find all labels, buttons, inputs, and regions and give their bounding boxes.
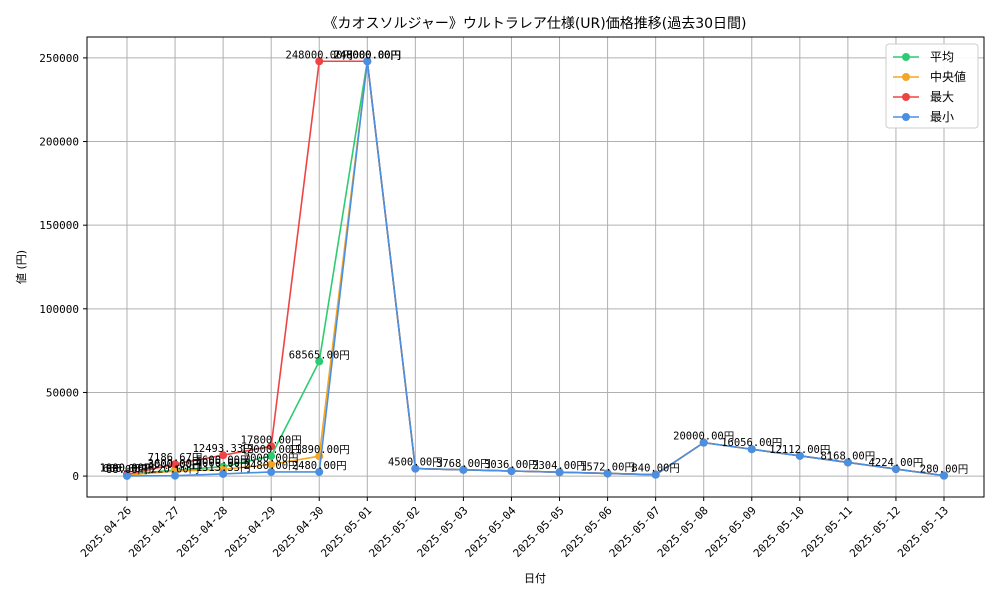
- data-label: 3600.00円: [148, 458, 203, 470]
- legend-label: 最小: [930, 110, 954, 124]
- y-axis-label: 値 (円): [15, 250, 28, 284]
- data-label: 7186.67円: [148, 452, 203, 464]
- y-tick-label: 100000: [39, 303, 79, 316]
- data-point: [651, 470, 660, 479]
- legend-item: 最小: [893, 110, 954, 124]
- data-label: 4000.00円: [196, 457, 251, 469]
- data-point: [219, 469, 228, 478]
- data-label: 600.00円: [103, 463, 151, 475]
- data-label: 1572.00円: [580, 461, 635, 473]
- data-label: 68565.00円: [289, 349, 350, 361]
- data-point: [891, 465, 900, 474]
- data-label: 1000.00円: [100, 462, 155, 474]
- data-label: 12112.00円: [769, 444, 830, 456]
- data-point: [267, 452, 276, 461]
- y-tick-label: 50000: [46, 386, 79, 399]
- legend-label: 最大: [930, 90, 954, 104]
- y-tick-label: 150000: [39, 219, 79, 232]
- data-point: [315, 57, 324, 66]
- data-point: [267, 460, 276, 469]
- data-label: 248000.00円: [286, 49, 353, 61]
- legend-swatch-marker: [902, 113, 910, 121]
- data-point: [555, 468, 564, 477]
- data-label: 12493.33円: [193, 443, 254, 455]
- data-label: 12000.00円: [241, 444, 302, 456]
- legend-swatch-marker: [902, 93, 910, 101]
- legend-item: 最大: [893, 90, 954, 104]
- series-line: [126, 60, 945, 477]
- legend-label: 中央値: [930, 69, 966, 84]
- chart-title: 《カオスソルジャー》ウルトラレア仕様(UR)価格推移(過去30日間): [324, 16, 747, 32]
- data-label: 840.00円: [631, 463, 679, 475]
- data-label: 8168.00円: [820, 450, 875, 462]
- data-label: 4224.00円: [869, 457, 924, 469]
- legend-item: 平均: [893, 50, 954, 64]
- data-label: 248000.00円: [334, 49, 401, 61]
- data-label: 20000.00円: [673, 431, 734, 443]
- data-point: [747, 445, 756, 454]
- data-point: [699, 438, 708, 447]
- data-point: [940, 471, 948, 480]
- data-point: [219, 451, 228, 460]
- data-point: [171, 471, 180, 480]
- data-point: [459, 465, 468, 474]
- series-layer: [123, 57, 948, 480]
- data-label: 1000.00円: [100, 462, 155, 474]
- data-label: 3768.00円: [436, 458, 491, 470]
- data-label: 3000.00円: [148, 459, 203, 471]
- series-3: [123, 57, 948, 480]
- y-tick-label: 0: [72, 470, 79, 483]
- data-point: [795, 451, 804, 460]
- data-label: 2480.00円: [292, 460, 347, 472]
- legend-swatch-marker: [902, 53, 910, 61]
- legend-box: [885, 43, 979, 129]
- data-point: [843, 458, 852, 467]
- data-point: [267, 442, 276, 451]
- data-label: 2480.00円: [244, 460, 299, 472]
- plot-frame: [86, 36, 985, 498]
- data-label: 248000.00円: [334, 49, 401, 61]
- data-label: 7000.00円: [244, 452, 299, 464]
- data-label: 248000.00円: [334, 49, 401, 61]
- data-point: [315, 467, 324, 476]
- data-point: [171, 460, 180, 469]
- data-label: 5600.00円: [196, 455, 251, 467]
- data-point: [507, 467, 516, 476]
- grid: [87, 37, 984, 497]
- data-label: 220.00円: [151, 464, 199, 476]
- data-label: 280.00円: [920, 464, 968, 476]
- data-point: [363, 57, 372, 66]
- data-point: [267, 467, 276, 476]
- legend-label: 平均: [930, 50, 954, 64]
- data-label: 17800.00円: [241, 434, 302, 446]
- legend-swatch-marker: [902, 73, 910, 81]
- y-tick-label: 250000: [39, 52, 79, 65]
- data-point: [603, 469, 612, 478]
- y-tick-label: 200000: [39, 136, 79, 149]
- data-label: 88.00円: [106, 464, 148, 476]
- data-label: 11890.00円: [289, 444, 350, 456]
- data-point: [123, 471, 131, 480]
- data-label: 248000.00円: [334, 49, 401, 61]
- data-point: [315, 357, 324, 366]
- data-label: 16056.00円: [721, 437, 782, 449]
- data-label: 1313.33円: [196, 462, 251, 474]
- x-axis-label: 日付: [524, 572, 546, 585]
- data-point: [411, 464, 420, 473]
- data-label: 4500.00円: [388, 457, 443, 469]
- data-label: 2304.00円: [532, 460, 587, 472]
- legend-item: 中央値: [893, 69, 966, 84]
- data-label: 3036.00円: [484, 459, 539, 471]
